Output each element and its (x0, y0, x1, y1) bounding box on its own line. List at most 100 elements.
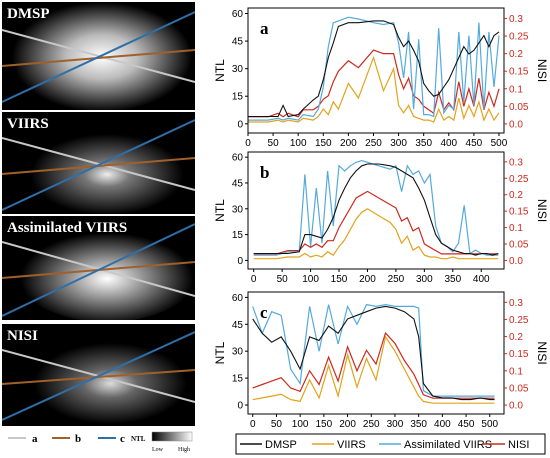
x-tick-label: 350 (410, 419, 427, 430)
tile-label: VIIRS (7, 116, 49, 132)
y-tick-label: 0 (237, 401, 243, 412)
y-axis-label: NTL (213, 199, 227, 222)
viirs-map-image (2, 112, 195, 214)
series-line-dmsp (253, 163, 499, 256)
y-right-axis-label: NISI (535, 199, 549, 222)
y-right-tick-label: 0.25 (509, 315, 529, 326)
x-tick-label: 100 (292, 419, 309, 430)
y-axis-label: NTL (213, 59, 227, 82)
ntl-colorbar (151, 431, 193, 442)
panel-label: a (260, 19, 269, 38)
y-tick-label: 60 (232, 153, 244, 164)
y-tick-label: 15 (232, 230, 244, 241)
y-right-tick-label: 0.15 (509, 349, 529, 360)
map-tile-assimilated-viirs: Assimilated VIIRS (2, 216, 195, 320)
y-tick-label: 0 (237, 119, 243, 130)
plot-frame (247, 151, 505, 270)
y-tick-label: 45 (232, 178, 244, 189)
x-tick-label: 50 (271, 419, 283, 430)
y-right-tick-label: 0.3 (509, 298, 523, 309)
chart-panel-c: 0 50 100 150 200 250 300 350 400 450 500 0 15 30 45 60 0… (213, 291, 549, 430)
legend-ntl-label: NTL (131, 435, 146, 443)
x-tick-label: 150 (331, 274, 348, 285)
x-tick-label: 300 (390, 138, 407, 149)
series-line-assimilated-viirs (253, 159, 499, 256)
x-tick-label: 200 (340, 138, 357, 149)
y-right-tick-label: 0.3 (509, 157, 523, 168)
map-tile-nisi: NISI (2, 324, 195, 426)
x-tick-label: 100 (302, 274, 319, 285)
series-line-nisi (253, 190, 499, 255)
y-right-tick-label: 0.05 (509, 383, 529, 394)
map-tile-viirs: VIIRS (2, 112, 195, 214)
legend-label: DMSP (265, 439, 297, 451)
x-tick-label: 0 (250, 419, 256, 430)
y-right-tick-label: 0.15 (509, 67, 529, 78)
y-right-tick-label: 0.0 (509, 401, 523, 412)
x-tick-label: 100 (290, 138, 307, 149)
y-tick-label: 0 (237, 256, 243, 267)
y-tick-label: 15 (232, 374, 244, 385)
series-line-dmsp (252, 305, 495, 401)
tile-label: Assimilated VIIRS (7, 220, 128, 236)
x-tick-label: 400 (473, 274, 490, 285)
tile-label: NISI (7, 328, 38, 344)
legend-label-b: b (75, 433, 81, 445)
legend-label: Assimilated VIIRS (404, 439, 492, 451)
y-tick-label: 60 (232, 293, 244, 304)
ntl-low-label: Low (152, 447, 164, 453)
legend-label: VIIRS (337, 439, 366, 451)
series-line-dmsp (248, 20, 500, 118)
x-tick-label: 200 (359, 274, 376, 285)
x-tick-label: 150 (315, 138, 332, 149)
series-line-nisi (252, 331, 495, 399)
x-tick-label: 150 (316, 419, 333, 430)
y-right-tick-label: 0.05 (509, 102, 529, 113)
x-tick-label: 50 (268, 138, 280, 149)
chart-panel-b: 0 50 100 150 200 250 300 350 400 0 15 30 45 60 0.0 0.05… (213, 151, 549, 285)
y-tick-label: 30 (232, 204, 244, 215)
y-tick-label: 45 (232, 320, 244, 331)
y-right-tick-label: 0.25 (509, 32, 529, 43)
plot-frame (247, 291, 505, 415)
y-right-tick-label: 0.1 (509, 366, 523, 377)
y-tick-label: 45 (232, 37, 244, 48)
series-line-viirs (248, 55, 500, 123)
x-tick-label: 50 (277, 274, 289, 285)
y-right-tick-label: 0.2 (509, 332, 523, 343)
dmsp-map-image (2, 2, 195, 110)
y-right-tick-label: 0.2 (509, 49, 523, 60)
x-tick-label: 400 (440, 138, 457, 149)
x-tick-label: 0 (245, 138, 251, 149)
y-right-tick-label: 0.25 (509, 174, 529, 185)
y-right-axis-label: NISI (535, 341, 549, 364)
y-tick-label: 30 (232, 347, 244, 358)
series-line-viirs (253, 208, 499, 260)
x-tick-label: 500 (491, 138, 508, 149)
series-line-nisi (248, 49, 500, 118)
x-tick-label: 250 (388, 274, 405, 285)
y-right-tick-label: 0.2 (509, 190, 523, 201)
tile-label: DMSP (7, 6, 50, 22)
y-tick-label: 30 (232, 64, 244, 75)
map-legend: a b c NTL Low High (8, 431, 193, 453)
legend-label: NISI (508, 439, 529, 451)
y-tick-label: 15 (232, 92, 244, 103)
y-right-tick-label: 0.1 (509, 223, 523, 234)
x-tick-label: 500 (481, 419, 498, 430)
legend-label-c: c (120, 433, 125, 445)
y-right-tick-label: 0.15 (509, 207, 529, 218)
x-tick-label: 350 (415, 138, 432, 149)
y-axis-label: NTL (213, 341, 227, 364)
panel-label: c (260, 303, 268, 322)
legend-label-a: a (32, 433, 38, 445)
ntl-high-label: High (178, 447, 190, 453)
nisi-map-image (2, 324, 195, 426)
series-line-assimilated-viirs (252, 303, 495, 397)
x-tick-label: 450 (466, 138, 483, 149)
x-tick-label: 300 (387, 419, 404, 430)
series-line-viirs (252, 335, 495, 404)
x-tick-label: 450 (458, 419, 475, 430)
y-right-tick-label: 0.05 (509, 240, 529, 251)
